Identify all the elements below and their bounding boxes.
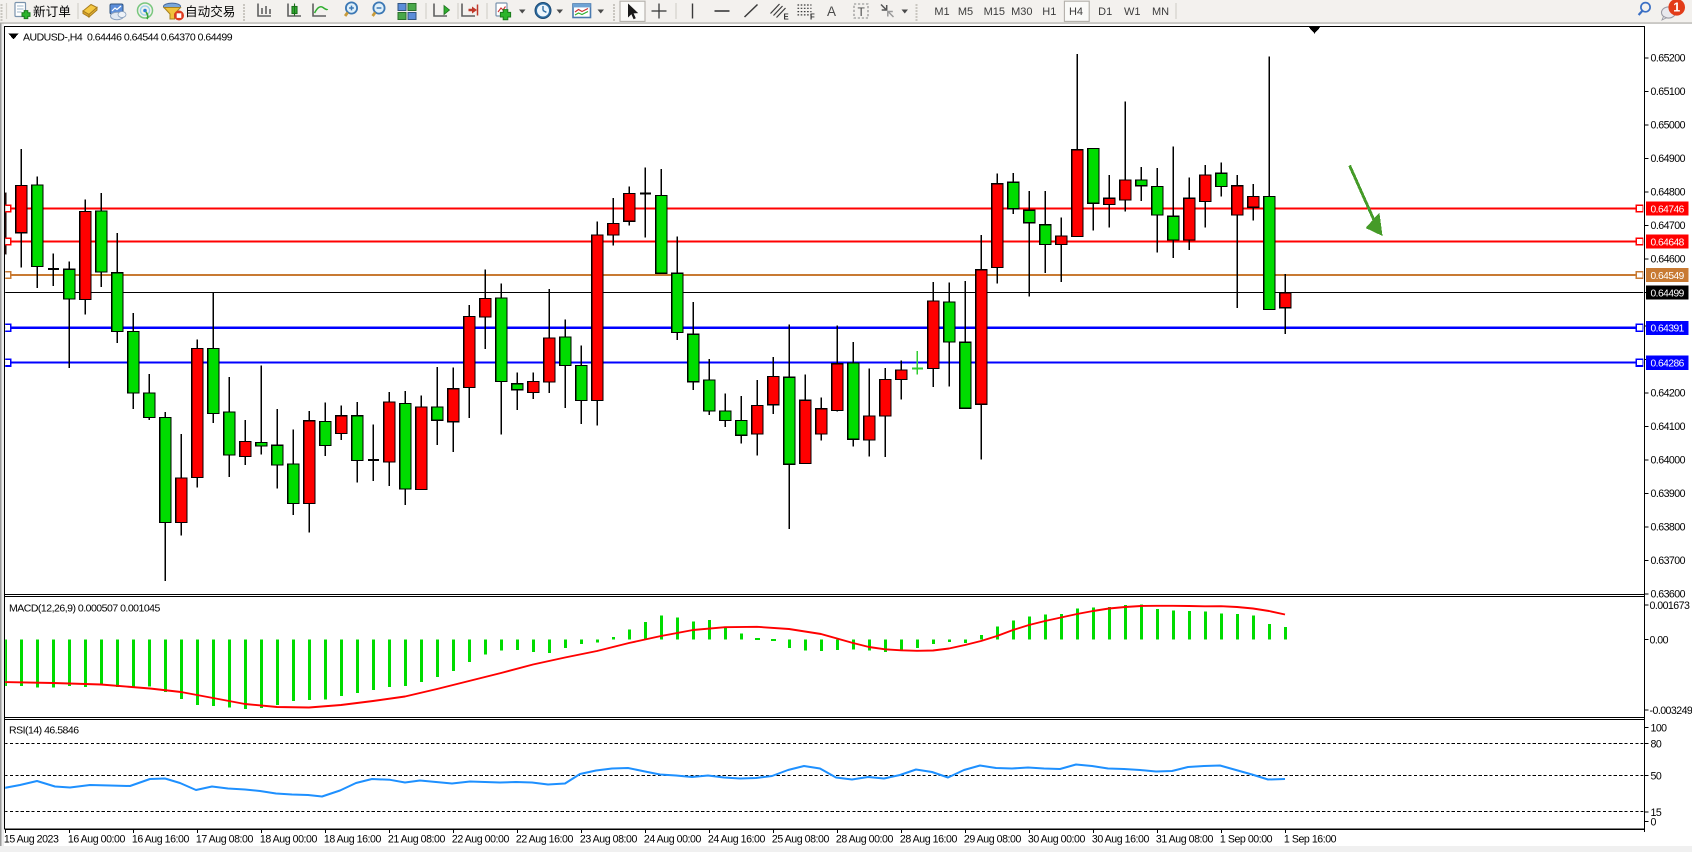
svg-text:MN: MN — [1152, 6, 1169, 18]
svg-text:0.63600: 0.63600 — [1651, 589, 1686, 601]
svg-text:H4: H4 — [1069, 6, 1083, 18]
svg-text:0.64900: 0.64900 — [1651, 153, 1686, 165]
svg-text:100: 100 — [1651, 722, 1668, 734]
svg-text:AUDUSD-,H4 0.64446 0.64544 0.: AUDUSD-,H4 0.64446 0.64544 0.64370 0.644… — [23, 32, 233, 44]
svg-text:28 Aug 16:00: 28 Aug 16:00 — [900, 834, 958, 846]
svg-text:0.64549: 0.64549 — [1651, 271, 1685, 282]
svg-text:0.64499: 0.64499 — [1651, 288, 1685, 299]
svg-text:0.63900: 0.63900 — [1651, 488, 1686, 500]
svg-text:自动交易: 自动交易 — [185, 4, 235, 19]
svg-text:25 Aug 08:00: 25 Aug 08:00 — [772, 834, 830, 846]
svg-text:18 Aug 16:00: 18 Aug 16:00 — [324, 834, 382, 846]
svg-text:0.64286: 0.64286 — [1651, 358, 1685, 369]
svg-text:29 Aug 08:00: 29 Aug 08:00 — [964, 834, 1022, 846]
svg-text:24 Aug 16:00: 24 Aug 16:00 — [708, 834, 766, 846]
svg-text:T: T — [858, 5, 866, 19]
svg-text:MACD(12,26,9) 0.000507 0.00104: MACD(12,26,9) 0.000507 0.001045 — [9, 603, 161, 615]
svg-text:0.64700: 0.64700 — [1651, 220, 1686, 232]
svg-text:30 Aug 00:00: 30 Aug 00:00 — [1028, 834, 1086, 846]
svg-text:80: 80 — [1651, 738, 1662, 750]
svg-text:22 Aug 16:00: 22 Aug 16:00 — [516, 834, 574, 846]
svg-text:0.00: 0.00 — [1650, 634, 1669, 646]
svg-text:0.64391: 0.64391 — [1651, 324, 1685, 335]
svg-text:0.65000: 0.65000 — [1651, 120, 1686, 132]
svg-text:0: 0 — [1651, 816, 1657, 828]
svg-text:0.63700: 0.63700 — [1651, 555, 1686, 567]
svg-text:E: E — [784, 13, 789, 22]
svg-text:16 Aug 16:00: 16 Aug 16:00 — [132, 834, 190, 846]
svg-text:0.64746: 0.64746 — [1651, 204, 1685, 215]
svg-text:23 Aug 08:00: 23 Aug 08:00 — [580, 834, 638, 846]
svg-text:RSI(14) 46.5846: RSI(14) 46.5846 — [9, 725, 79, 737]
svg-text:M30: M30 — [1011, 6, 1032, 18]
svg-text:-0.003249: -0.003249 — [1650, 705, 1692, 717]
svg-text:18 Aug 00:00: 18 Aug 00:00 — [260, 834, 318, 846]
svg-text:D1: D1 — [1098, 6, 1112, 18]
svg-text:15 Aug 2023: 15 Aug 2023 — [4, 834, 59, 846]
svg-text:1 Sep 16:00: 1 Sep 16:00 — [1284, 834, 1337, 846]
svg-text:1 Sep 00:00: 1 Sep 00:00 — [1220, 834, 1273, 846]
svg-text:21 Aug 08:00: 21 Aug 08:00 — [388, 834, 446, 846]
svg-text:31 Aug 08:00: 31 Aug 08:00 — [1156, 834, 1214, 846]
svg-text:30 Aug 16:00: 30 Aug 16:00 — [1092, 834, 1150, 846]
svg-text:0.65100: 0.65100 — [1651, 86, 1686, 98]
svg-text:M15: M15 — [984, 6, 1005, 18]
svg-text:50: 50 — [1651, 770, 1662, 782]
svg-text:H1: H1 — [1042, 6, 1056, 18]
svg-text:A: A — [827, 4, 836, 19]
svg-text:W1: W1 — [1124, 6, 1141, 18]
svg-text:28 Aug 00:00: 28 Aug 00:00 — [836, 834, 894, 846]
svg-text:0.64200: 0.64200 — [1651, 388, 1686, 400]
svg-text:0.64100: 0.64100 — [1651, 421, 1686, 433]
svg-text:0.65200: 0.65200 — [1651, 53, 1686, 65]
svg-text:0.63800: 0.63800 — [1651, 522, 1686, 534]
svg-text:22 Aug 00:00: 22 Aug 00:00 — [452, 834, 510, 846]
svg-text:0.64648: 0.64648 — [1651, 237, 1685, 248]
svg-text:16 Aug 00:00: 16 Aug 00:00 — [68, 834, 126, 846]
svg-text:17 Aug 08:00: 17 Aug 08:00 — [196, 834, 254, 846]
svg-text:0.64600: 0.64600 — [1651, 254, 1686, 266]
svg-text:0.64000: 0.64000 — [1651, 455, 1686, 467]
svg-text:F: F — [810, 13, 815, 22]
svg-text:1: 1 — [1673, 1, 1680, 15]
svg-text:0.001673: 0.001673 — [1650, 600, 1690, 612]
svg-text:24 Aug 00:00: 24 Aug 00:00 — [644, 834, 702, 846]
svg-text:M1: M1 — [934, 6, 949, 18]
svg-text:M5: M5 — [958, 6, 973, 18]
svg-text:新订单: 新订单 — [33, 4, 71, 19]
svg-text:15: 15 — [1651, 807, 1662, 819]
svg-text:0.64800: 0.64800 — [1651, 187, 1686, 199]
